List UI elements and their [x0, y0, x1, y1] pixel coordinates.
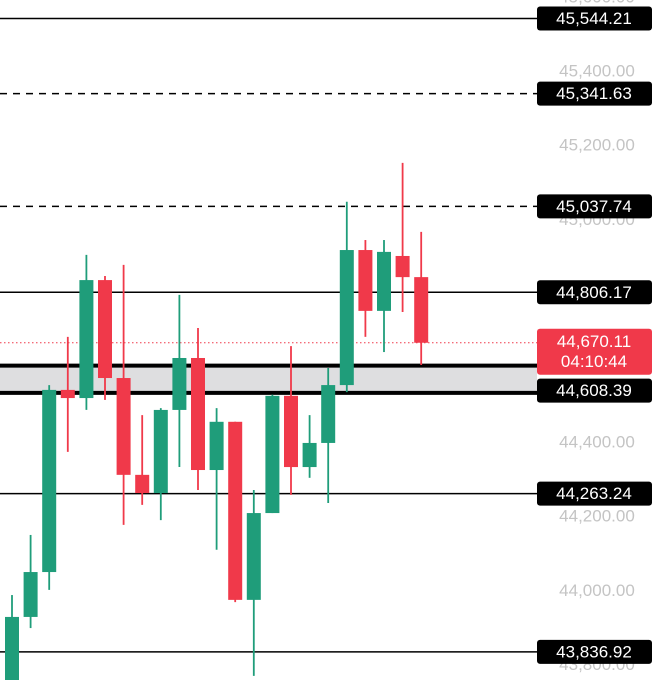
level-label-box	[537, 194, 652, 219]
candle-body	[98, 280, 112, 379]
y-tick-label: 45,400.00	[559, 61, 635, 80]
level-label: 44,263.24	[556, 484, 632, 503]
y-tick-label: 44,000.00	[559, 581, 635, 600]
current-price-box	[537, 328, 652, 375]
y-tick-label: 45,200.00	[559, 136, 635, 155]
candle-body	[153, 409, 168, 494]
level-label-box	[537, 481, 652, 506]
current-price-label: 44,670.11	[557, 332, 631, 351]
candle-body	[321, 385, 336, 443]
candle-body	[246, 513, 261, 600]
candle-body	[339, 250, 354, 386]
level-label: 43,836.92	[556, 642, 632, 661]
level-label-box	[537, 280, 652, 305]
level-label: 45,544.21	[556, 9, 632, 28]
level-label-box	[537, 81, 652, 106]
candle-body	[395, 255, 410, 278]
candle-body	[60, 389, 75, 399]
candle-body	[116, 378, 131, 475]
candle-body	[284, 395, 298, 468]
candle-body	[5, 616, 19, 681]
level-label-box	[537, 6, 652, 31]
candle-body	[228, 421, 243, 600]
candle-body	[79, 280, 94, 399]
candle-body	[358, 250, 373, 311]
level-label: 44,806.17	[556, 283, 632, 302]
candle-body	[302, 442, 317, 468]
level-label-box	[537, 639, 652, 664]
y-tick-label: 45,600.00	[559, 0, 635, 6]
y-tick-label: 44,400.00	[559, 432, 635, 451]
candle-body	[172, 357, 187, 410]
level-label: 45,341.63	[556, 84, 632, 103]
zone-label-box	[537, 378, 652, 403]
candle-body	[135, 474, 150, 494]
y-tick-label: 44,200.00	[559, 507, 635, 526]
countdown-label: 04:10:44	[561, 352, 627, 371]
candle-body	[414, 277, 429, 343]
candle-body	[377, 251, 391, 311]
level-label: 45,037.74	[556, 197, 632, 216]
zone-label: 44,608.39	[556, 381, 632, 400]
candle-body	[265, 395, 280, 514]
candle-body	[209, 421, 224, 471]
candle-body	[191, 357, 205, 471]
candle-body	[42, 389, 57, 573]
candle-body	[23, 572, 38, 617]
